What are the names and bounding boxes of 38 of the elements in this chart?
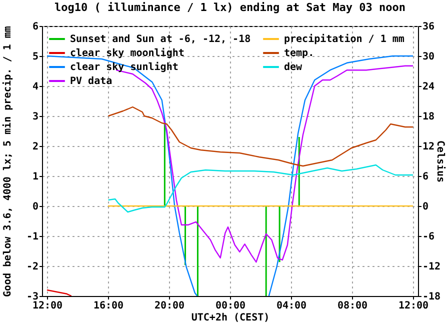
legend-label: PV data [70,76,112,87]
legend-label: clear sky moonlight [70,47,184,59]
y2-tick-label: 12 [422,142,435,152]
y2-tick-label: 18 [422,112,435,122]
x-tick-label: 08:00 [337,300,368,312]
chart-title: log10 ( illuminance / 1 lx) ending at Sat May 03 noon [54,1,406,14]
x-tick-label: 00:00 [215,300,246,312]
y2-tick-label: 0 [422,202,429,212]
y-tick-label: 5 [32,52,38,62]
x-tick-label: 16:00 [93,300,124,312]
y-tick-label: 1 [32,172,38,182]
y2-tick-label: -12 [422,262,441,272]
y-tick-label: -3 [26,292,38,302]
legend-label: Sunset and Sun at -6, -12, -18 [70,34,251,45]
y-tick-label: 4 [32,82,38,92]
legend-label: dew [284,62,304,73]
y2-tick-label: -18 [422,292,441,302]
y-axis-title: Good below 3.6, 4000 lx; 5 min precip. / 1 mm [2,26,14,297]
y-tick-label: -2 [26,262,38,272]
legend-label: precipitation / 1 mm [284,33,404,45]
y2-tick-label: 30 [422,52,435,62]
legend-label: temp. [284,48,314,59]
y2-tick-label: 24 [422,82,435,92]
x-axis-title: UTC+2h (CEST) [191,312,270,324]
y2-tick-label: 6 [422,172,429,182]
y-tick-label: 2 [32,142,38,152]
x-tick-label: 04:00 [276,300,307,312]
y-tick-label: 6 [32,22,38,32]
y-tick-label: 0 [32,202,38,212]
y-tick-label: -1 [26,232,38,242]
legend-label: clear sky sunlight [70,61,178,73]
y2-axis-title: Celsius [434,140,446,183]
x-tick-label: 12:00 [398,300,429,312]
x-tick-label: 12:00 [32,300,63,312]
x-tick-label: 20:00 [154,300,185,312]
y2-tick-label: 36 [422,22,435,32]
y-tick-label: 3 [32,112,38,122]
y2-tick-label: -6 [422,232,435,242]
